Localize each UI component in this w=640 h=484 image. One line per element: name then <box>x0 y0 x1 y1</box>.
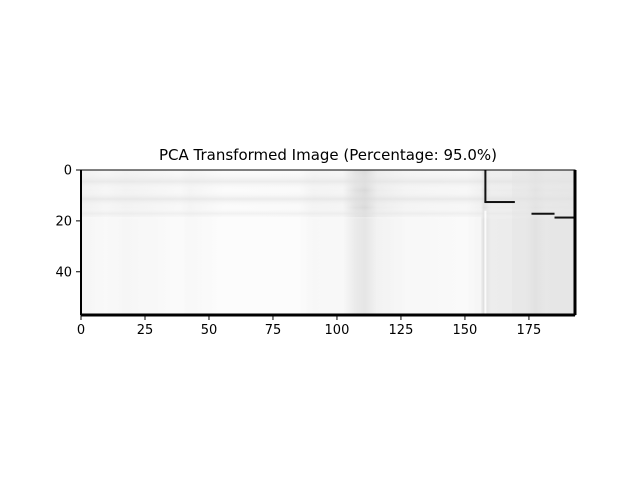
image-lower-wash <box>81 217 481 315</box>
image-top-bands <box>81 170 575 315</box>
x-axis-ticks: 0 25 50 75 100 125 150 175 <box>77 315 541 338</box>
x-tick-label: 50 <box>201 323 218 338</box>
x-tick-label: 75 <box>265 323 282 338</box>
x-tick-label: 25 <box>137 323 154 338</box>
x-tick-label: 125 <box>389 323 414 338</box>
dark-horizontal-streak <box>531 212 555 215</box>
dark-horizontal-streak <box>484 201 515 204</box>
y-tick-label: 0 <box>64 164 72 179</box>
x-tick-label: 100 <box>325 323 350 338</box>
x-tick-label: 175 <box>517 323 542 338</box>
x-tick-label: 150 <box>453 323 478 338</box>
dark-vertical-streak <box>484 170 487 202</box>
image-area <box>81 170 575 315</box>
dark-horizontal-streak <box>554 216 575 219</box>
dark-marks <box>484 170 575 315</box>
y-axis-ticks: 0 20 40 <box>55 164 81 280</box>
y-tick-label: 40 <box>55 265 72 280</box>
image-right-shade <box>512 170 575 315</box>
y-tick-label: 20 <box>55 214 72 229</box>
light-vertical-streak <box>484 210 487 315</box>
x-tick-label: 0 <box>77 323 85 338</box>
chart-title: PCA Transformed Image (Percentage: 95.0%… <box>159 146 497 164</box>
